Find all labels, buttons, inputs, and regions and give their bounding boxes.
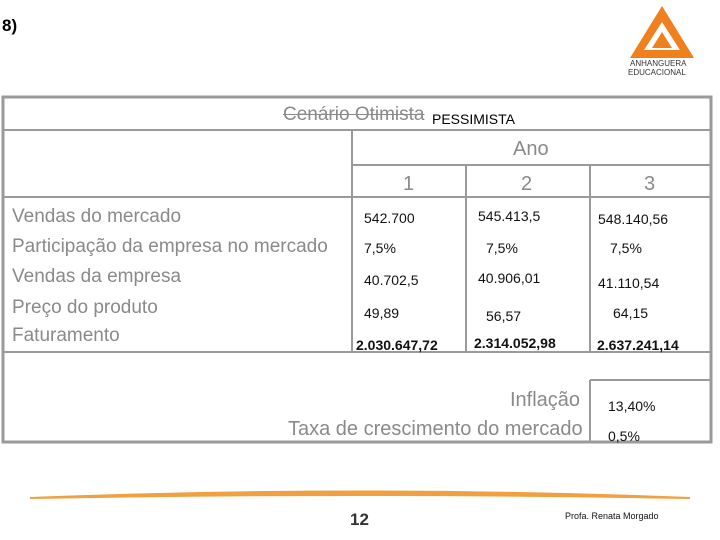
cell-value: 2.637.241,14 — [597, 337, 679, 353]
cell-value: 40.702,5 — [364, 272, 419, 288]
table-grid — [1, 95, 713, 444]
row-label: Faturamento — [12, 325, 120, 346]
row-label: Vendas do mercado — [12, 206, 182, 227]
inflation-label: Inflação — [510, 389, 581, 411]
footer-swoosh — [29, 490, 691, 499]
logo-mark — [630, 6, 694, 58]
cell-value: 56,57 — [486, 308, 522, 324]
table-title: PESSIMISTA — [432, 111, 515, 127]
struck-title: Cenário Otimista — [283, 104, 425, 125]
year: 1 — [403, 173, 415, 195]
cell-value: 7,5% — [610, 240, 642, 256]
inflation-value: 13,40% — [608, 398, 656, 414]
year: 3 — [644, 173, 656, 195]
group-header: Ano — [513, 138, 549, 160]
cell-value: 545.413,5 — [478, 208, 541, 224]
growth-value: 0,5% — [608, 428, 640, 444]
cell-value: 49,89 — [364, 305, 400, 321]
cell-value: 2.030.647,72 — [356, 337, 438, 353]
row-label: Vendas da empresa — [12, 266, 182, 287]
cell-value: 7,5% — [486, 240, 518, 256]
logo-line2: EDUCACIONAL — [628, 68, 686, 77]
logo-line1: ANHANGUERA — [630, 59, 687, 68]
row-label: Participação da empresa no mercado — [12, 236, 328, 257]
cell-value: 2.314.052,98 — [474, 335, 556, 351]
author: Profa. Renata Morgado — [565, 511, 659, 521]
row-label: Preço do produto — [12, 297, 158, 318]
cell-value: 40.906,01 — [478, 270, 541, 286]
cell-value: 7,5% — [364, 240, 396, 256]
growth-label: Taxa de crescimento do mercado — [288, 418, 583, 440]
cell-value: 41.110,54 — [598, 275, 660, 291]
cell-value: 548.140,56 — [598, 211, 669, 227]
slide-label: 8) — [2, 16, 18, 35]
cell-value: 542.700 — [364, 210, 415, 226]
page-number: 12 — [350, 510, 369, 529]
cell-value: 64,15 — [613, 305, 649, 321]
year: 2 — [521, 173, 533, 195]
